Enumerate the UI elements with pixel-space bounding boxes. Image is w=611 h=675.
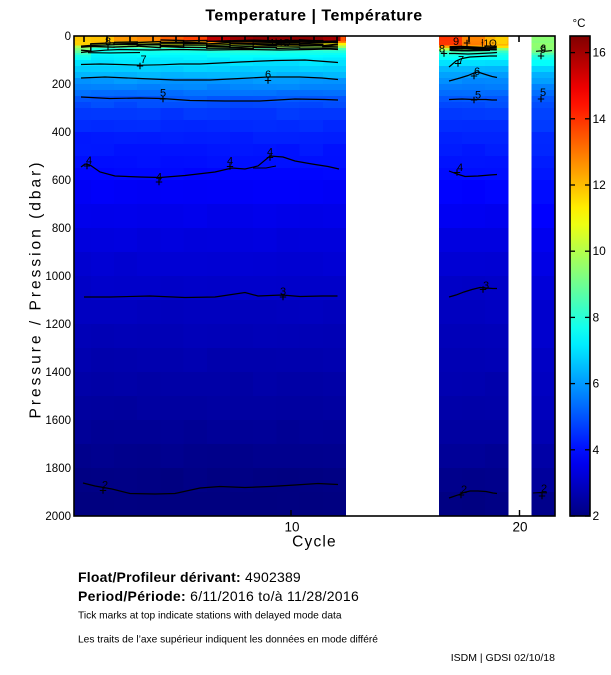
svg-text:7: 7 (458, 55, 464, 67)
svg-text:4: 4 (457, 162, 463, 174)
svg-text:2: 2 (593, 509, 600, 523)
svg-text:3: 3 (483, 280, 489, 292)
svg-text:2000: 2000 (45, 511, 71, 523)
svg-text:400: 400 (52, 127, 71, 139)
svg-text:2: 2 (461, 484, 467, 496)
svg-text:16: 16 (593, 46, 607, 60)
svg-text:1400: 1400 (45, 367, 71, 379)
svg-text:8: 8 (439, 44, 445, 56)
svg-text:14: 14 (593, 112, 607, 126)
svg-text:5: 5 (475, 90, 481, 102)
svg-text:6: 6 (265, 69, 271, 81)
svg-text:1ƚ4ʘ: 1ƚ4ʘ (269, 38, 290, 49)
svg-text:200: 200 (52, 79, 71, 91)
svg-text:5: 5 (540, 87, 546, 99)
svg-text:Les traits de l’axe supérieur: Les traits de l’axe supérieur indiquent … (78, 635, 378, 646)
svg-text:9: 9 (453, 36, 459, 48)
svg-text:800: 800 (52, 223, 71, 235)
svg-text:5: 5 (160, 88, 166, 100)
svg-text:Float/Profileur dérivant: 4902: Float/Profileur dérivant: 4902389 (78, 569, 301, 585)
svg-text:8: 8 (105, 36, 111, 48)
svg-text:Cycle: Cycle (292, 534, 337, 551)
svg-text:1600: 1600 (45, 415, 71, 427)
svg-text:Tick marks at top indicate sta: Tick marks at top indicate stations with… (78, 611, 342, 622)
svg-text:10: 10 (284, 520, 299, 535)
svg-text:4: 4 (267, 147, 273, 159)
svg-text:600: 600 (52, 175, 71, 187)
svg-text:0: 0 (65, 31, 71, 43)
svg-text:8: 8 (541, 43, 546, 53)
svg-text:1200: 1200 (45, 319, 71, 331)
svg-text:12: 12 (593, 178, 607, 192)
svg-text:1000: 1000 (45, 271, 71, 283)
svg-text:4: 4 (86, 155, 92, 167)
svg-text:4: 4 (593, 443, 600, 457)
svg-text:6: 6 (474, 66, 480, 78)
svg-text:1800: 1800 (45, 463, 71, 475)
svg-text:2: 2 (102, 480, 108, 492)
svg-text:20: 20 (512, 520, 527, 535)
svg-text:Pressure / Pression (dbar): Pressure / Pression (dbar) (28, 160, 45, 419)
svg-text:Temperature | Température: Temperature | Température (205, 8, 422, 25)
svg-text:ISDM | GDSI 02/10/18: ISDM | GDSI 02/10/18 (451, 652, 555, 664)
svg-text:°C: °C (573, 18, 586, 30)
svg-text:6: 6 (593, 377, 600, 391)
svg-text:3: 3 (280, 286, 286, 298)
svg-text:8: 8 (593, 310, 600, 324)
svg-text:4: 4 (227, 156, 233, 168)
svg-text:4: 4 (156, 172, 162, 184)
svg-text:10: 10 (593, 244, 607, 258)
svg-text:ƚ1ʘ: ƚ1ʘ (481, 39, 497, 50)
svg-text:7: 7 (140, 54, 146, 66)
svg-text:9: 9 (540, 44, 546, 56)
svg-text:Period/Période: 6/11/2016 to/à: Period/Période: 6/11/2016 to/à 11/28/201… (78, 588, 359, 604)
svg-text:2: 2 (541, 483, 547, 495)
